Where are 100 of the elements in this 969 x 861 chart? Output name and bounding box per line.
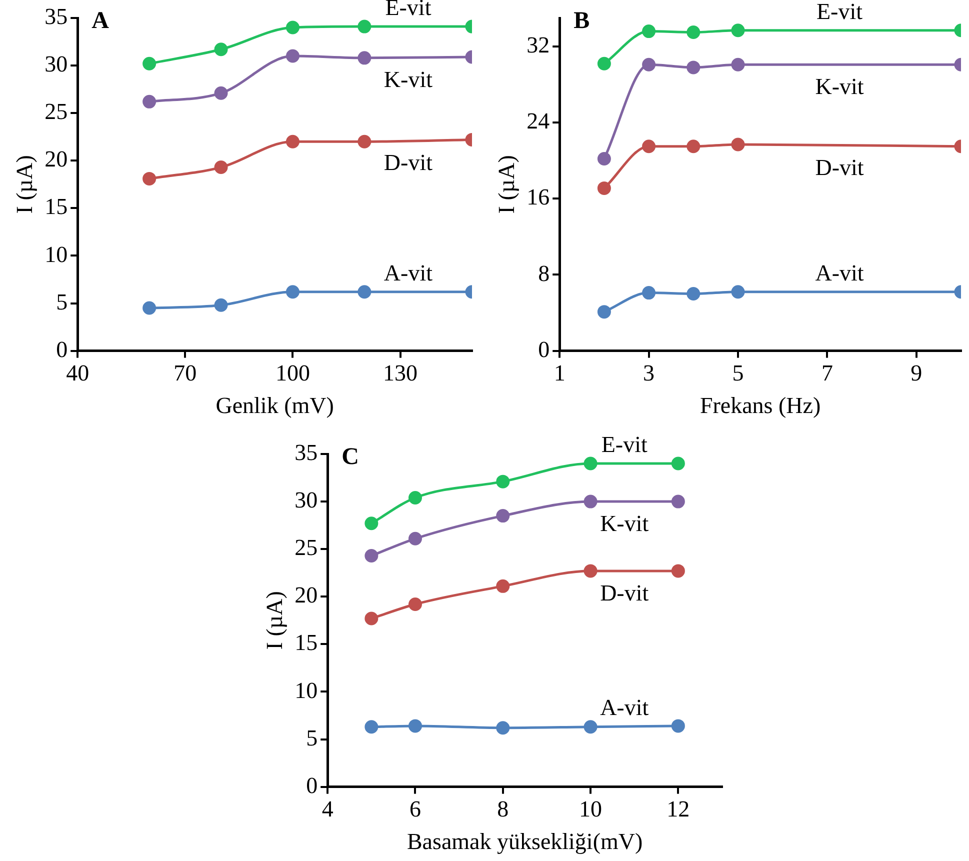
point — [671, 719, 685, 733]
point — [408, 532, 422, 546]
series-label: K-vit — [384, 67, 434, 92]
x-axis-title: Genlik (mV) — [216, 393, 334, 418]
point — [142, 301, 156, 315]
x-tick-label: 40 — [66, 360, 90, 386]
x-tick-label: 8 — [497, 796, 509, 822]
point — [496, 509, 510, 523]
point — [597, 181, 611, 195]
x-tick-label: 9 — [910, 360, 922, 386]
point — [584, 494, 598, 508]
series-label: A-vit — [815, 260, 864, 286]
point — [214, 86, 228, 100]
y-tick-label: 0 — [538, 336, 550, 362]
point — [142, 94, 156, 108]
x-tick-label: 5 — [732, 360, 744, 386]
point — [686, 26, 700, 40]
point — [496, 579, 510, 593]
point — [214, 160, 228, 174]
y-tick-label: 20 — [44, 146, 68, 172]
point — [496, 474, 510, 488]
y-tick-label: 24 — [526, 108, 550, 134]
y-tick-label: 35 — [44, 4, 68, 30]
point — [408, 597, 422, 611]
chart-title: C — [342, 444, 359, 470]
point — [671, 564, 685, 578]
y-tick-label: 10 — [44, 242, 68, 267]
point — [286, 20, 300, 34]
series-label: D-vit — [600, 580, 650, 606]
x-tick-label: 7 — [821, 360, 833, 386]
y-tick-label: 20 — [294, 582, 318, 608]
point — [364, 720, 378, 734]
point — [731, 24, 745, 38]
y-axis-title: I (µA) — [494, 155, 519, 214]
y-tick-label: 15 — [44, 194, 68, 220]
series-label: E-vit — [385, 0, 432, 20]
point — [597, 56, 611, 70]
point — [584, 720, 598, 734]
x-tick-label: 4 — [322, 796, 334, 822]
point — [642, 140, 656, 154]
x-tick-label: 10 — [579, 796, 602, 822]
y-tick-label: 30 — [294, 488, 318, 513]
point — [408, 490, 422, 504]
point — [286, 285, 300, 299]
y-tick-label: 8 — [538, 260, 550, 286]
point — [364, 548, 378, 562]
point — [642, 24, 656, 38]
y-tick-label: 35 — [294, 440, 318, 466]
point — [686, 140, 700, 154]
y-tick-label: 15 — [294, 630, 318, 656]
x-tick-label: 6 — [409, 796, 421, 822]
y-tick-label: 16 — [526, 184, 550, 210]
point — [358, 285, 372, 299]
point — [496, 721, 510, 735]
point — [731, 138, 745, 152]
y-tick-label: 5 — [306, 725, 318, 750]
point — [671, 494, 685, 508]
series-label: E-vit — [816, 0, 864, 24]
x-tick-label: 100 — [275, 360, 310, 386]
point — [584, 564, 598, 578]
point — [364, 612, 378, 626]
point — [597, 305, 611, 319]
point — [642, 286, 656, 300]
point — [364, 516, 378, 530]
series-label: A-vit — [600, 694, 650, 720]
y-axis-title: I (µA) — [12, 155, 37, 214]
y-tick-label: 0 — [56, 336, 68, 362]
x-tick-label: 130 — [383, 360, 418, 386]
x-tick-label: 12 — [666, 796, 690, 822]
y-tick-label: 0 — [306, 772, 318, 798]
point — [214, 42, 228, 56]
x-axis-title: Basamak yüksekliği(mV) — [406, 829, 643, 854]
point — [214, 298, 228, 312]
series-label: D-vit — [384, 150, 434, 176]
y-tick-label: 30 — [44, 52, 68, 77]
series-label: E-vit — [601, 432, 648, 458]
y-tick-label: 25 — [294, 535, 318, 560]
point — [358, 20, 372, 34]
x-tick-label: 1 — [554, 360, 566, 386]
point — [358, 134, 372, 148]
point — [731, 285, 745, 299]
point — [286, 134, 300, 148]
x-axis-title: Frekans (Hz) — [700, 393, 821, 418]
point — [731, 58, 745, 72]
point — [286, 49, 300, 63]
point — [686, 287, 700, 300]
point — [642, 58, 656, 72]
point — [142, 172, 156, 186]
y-tick-label: 10 — [294, 678, 318, 703]
point — [597, 152, 611, 166]
x-tick-label: 70 — [174, 360, 197, 386]
series-label: A-vit — [384, 260, 434, 286]
chart-title: A — [92, 8, 110, 34]
point — [408, 719, 422, 733]
point — [358, 51, 372, 65]
series-label: D-vit — [815, 154, 864, 180]
y-tick-label: 25 — [44, 99, 68, 124]
point — [584, 456, 598, 470]
point — [686, 60, 700, 74]
point — [671, 456, 685, 470]
